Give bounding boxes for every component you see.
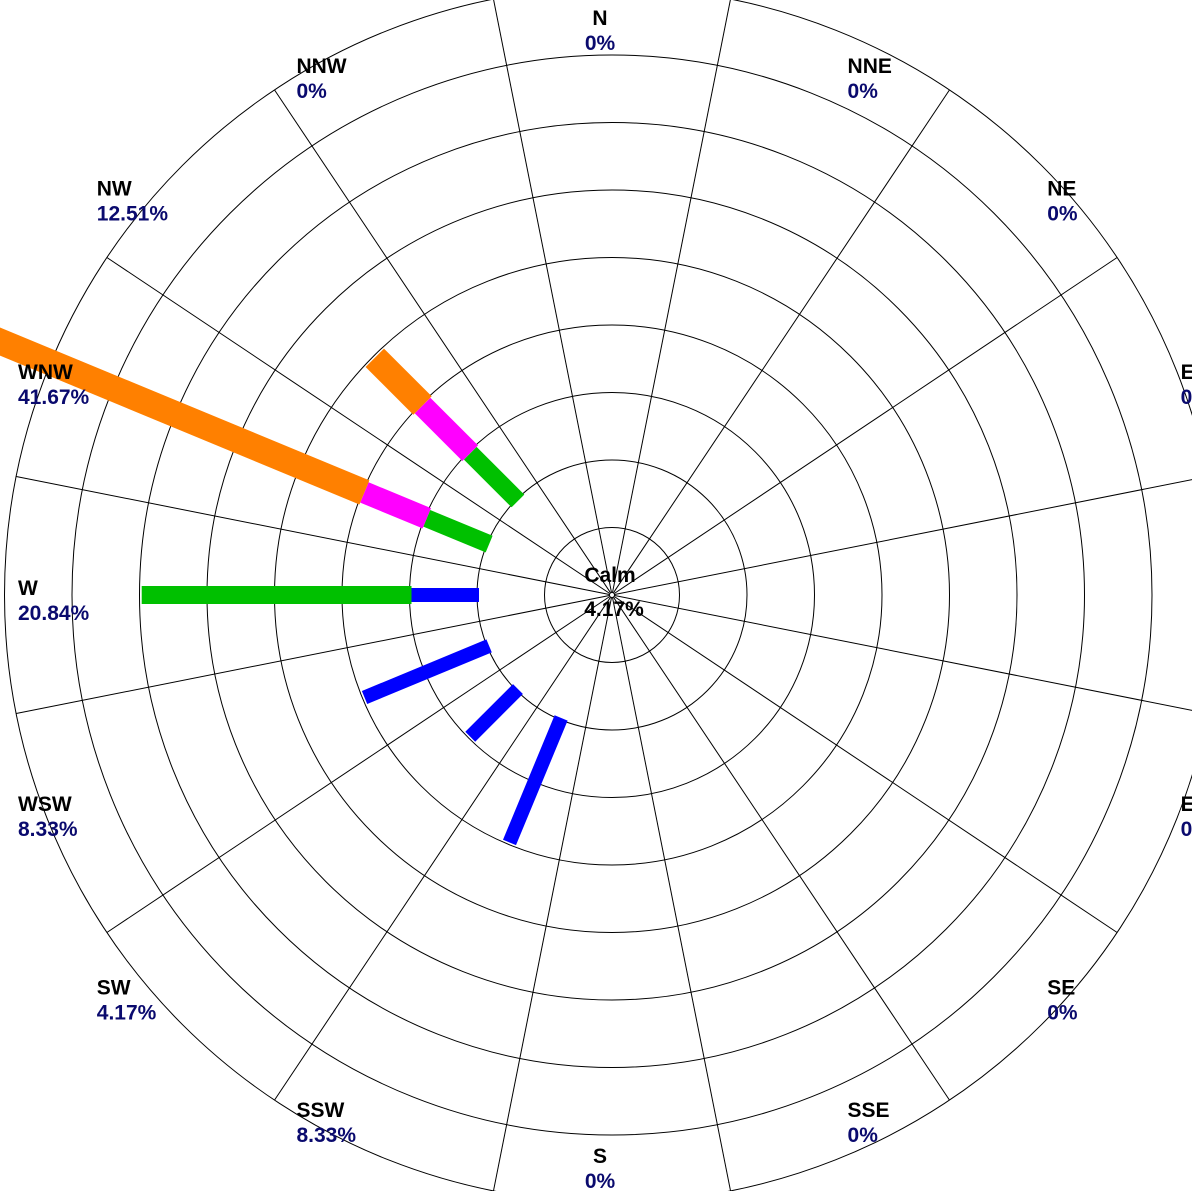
direction-percent: 0% [1181,386,1192,409]
direction-name: SSW [296,1099,344,1122]
direction-label-ese: ESE 0% [1181,793,1192,841]
direction-label-se: SE0% [1047,977,1078,1025]
petal-segment-ssw [503,715,568,846]
grid-ring [4,0,1192,1191]
direction-name: WSW [18,793,72,816]
petal-segment-nw [365,348,432,415]
direction-name: SSE [848,1099,890,1122]
grid-spoke [274,596,612,1101]
direction-percent: 0% [848,80,879,103]
direction-percent: 0% [296,80,327,103]
direction-percent: 0% [848,1124,879,1147]
petal-segment-wnw [360,482,431,529]
grid-ring [71,54,1153,1136]
grid-spoke [613,594,1192,711]
direction-percent: 8.33% [18,818,78,841]
grid-spoke [106,257,611,595]
direction-label-sw: SW4.17% [97,977,157,1025]
grid-spoke [274,89,612,594]
petals [0,327,568,846]
petal-segment-w [141,586,412,604]
grid-spoke [16,475,611,596]
direction-percent: 0% [585,32,616,55]
grid-spoke [613,257,1118,595]
direction-name: WNW [18,361,73,384]
grid-spoke [106,595,611,933]
direction-name: NW [97,177,132,200]
direction-name: ENE [1181,361,1192,384]
direction-label-ene: ENE 0% [1181,361,1192,409]
grid-spoke [612,89,950,594]
calm-value: 4.17% [584,598,644,621]
direction-label-s: S0% [585,1145,616,1191]
grid-spoke [492,596,613,1191]
grid-ring [544,527,680,663]
direction-name: NNE [848,55,892,78]
direction-name: ESE [1181,793,1192,816]
direction-name: NE [1047,177,1076,200]
calm-indicator: Calm 4.17% [584,564,644,621]
direction-percent: 0% [1047,1002,1078,1025]
direction-name: SW [97,977,131,1000]
direction-label-n: N0% [585,7,616,55]
grid-spoke [613,595,1118,933]
grid-spoke [611,596,732,1191]
direction-name: NNW [296,55,346,78]
petal-segment-wnw [423,510,493,553]
direction-name: W [18,577,38,600]
grid-ring [139,122,1085,1068]
calm-label: Calm [584,564,635,587]
grid-spoke [611,0,731,594]
grid-spoke [612,596,950,1101]
direction-labels: N0%NNE0%NE0%ENE0%E0%ESE0%SE0%SSE0%S0%SSW… [18,7,1192,1191]
direction-name: S [593,1145,607,1168]
petal-segment-w [411,588,479,602]
direction-percent: 4.17% [97,1002,157,1025]
direction-percent: 41.67% [18,386,90,409]
direction-percent: 8.33% [296,1124,356,1147]
grid-spoke [613,479,1192,596]
grid-spoke [493,0,613,594]
direction-label-w: W20.84% [18,577,90,625]
petal-segment-nw [414,397,478,461]
direction-percent: 20.84% [18,602,90,625]
direction-name: SE [1047,977,1075,1000]
petal-segment-wsw [361,639,492,704]
direction-name: N [592,7,607,30]
grid-spoke [16,594,611,715]
direction-label-ne: NE0% [1047,177,1078,225]
direction-percent: 0% [1047,202,1078,225]
direction-percent: 0% [585,1170,616,1191]
direction-percent: 0% [1181,818,1192,841]
direction-percent: 12.51% [97,202,169,225]
petal-segment-nw [463,446,525,508]
petal-segment-sw [465,684,523,742]
grid-spokes [16,0,1192,1191]
petal-segment-wnw [0,327,370,505]
